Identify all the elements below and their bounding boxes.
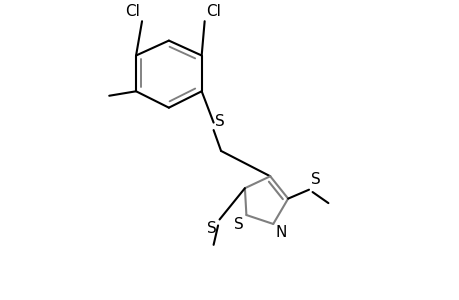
Text: S: S [207, 221, 216, 236]
Text: S: S [215, 114, 224, 129]
Text: Cl: Cl [124, 4, 140, 19]
Text: S: S [310, 172, 319, 187]
Text: S: S [233, 217, 243, 232]
Text: N: N [275, 226, 286, 241]
Text: Cl: Cl [206, 4, 220, 19]
